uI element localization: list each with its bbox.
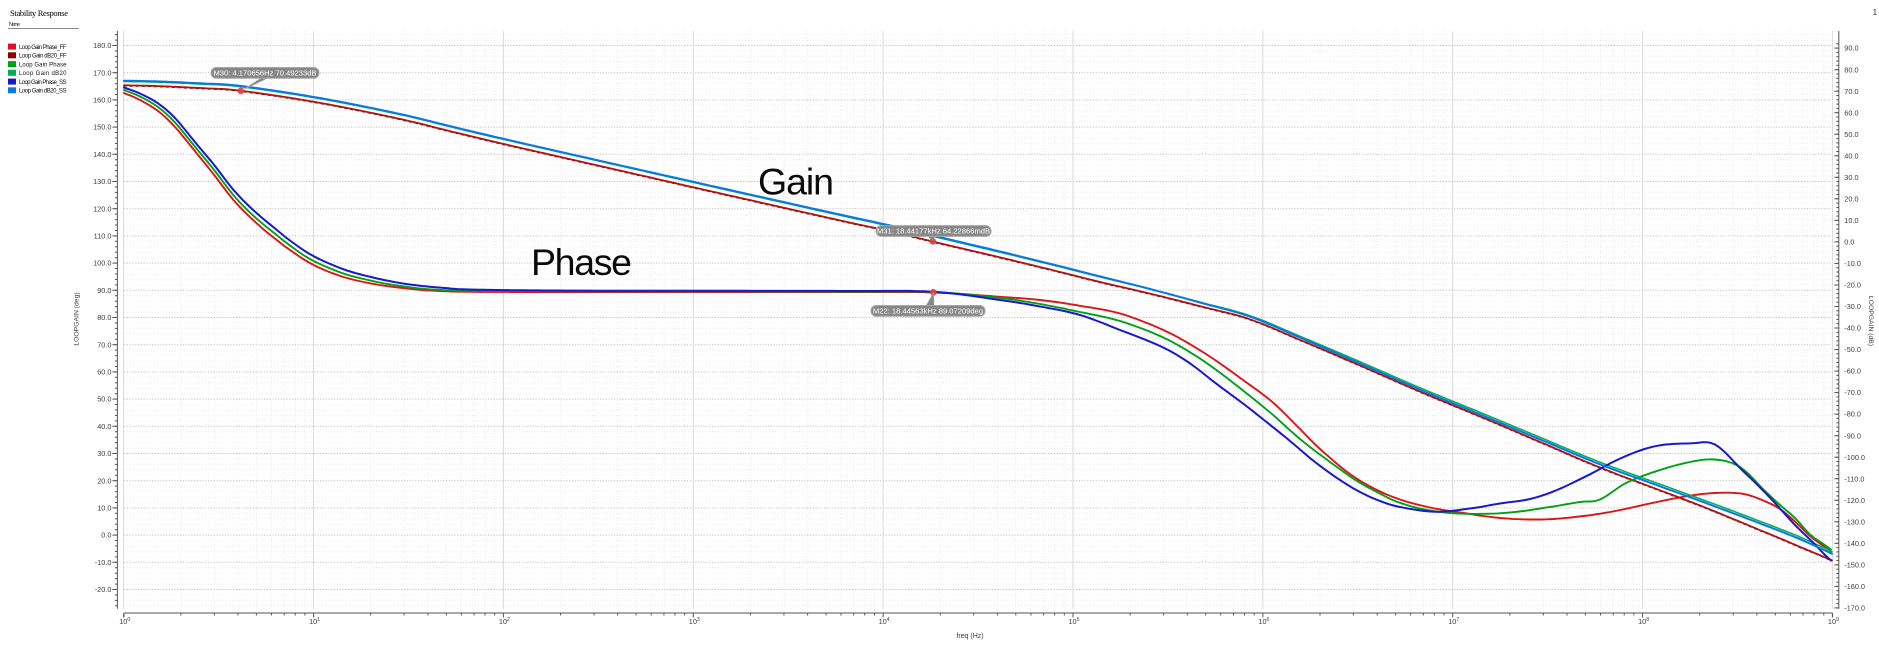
svg-text:-70.0: -70.0 (1844, 388, 1861, 397)
svg-text:180.0: 180.0 (93, 41, 111, 50)
svg-text:109: 109 (1828, 617, 1839, 626)
svg-text:Loop Gain Phase_FF: Loop Gain Phase_FF (19, 45, 67, 51)
svg-text:60.0: 60.0 (97, 368, 111, 377)
svg-text:-50.0: -50.0 (1844, 345, 1861, 354)
svg-text:Name: Name (9, 22, 20, 28)
svg-text:105: 105 (1069, 617, 1080, 626)
svg-text:-160.0: -160.0 (1844, 582, 1865, 591)
svg-text:-80.0: -80.0 (1844, 410, 1861, 419)
svg-text:-120.0: -120.0 (1844, 496, 1865, 505)
svg-text:110.0: 110.0 (94, 232, 112, 241)
svg-text:Loop Gain Phase: Loop Gain Phase (19, 63, 67, 69)
svg-text:40.0: 40.0 (97, 422, 111, 431)
svg-text:20.0: 20.0 (97, 476, 111, 485)
svg-text:70.0: 70.0 (97, 340, 111, 349)
svg-text:50.0: 50.0 (97, 395, 111, 404)
svg-text:-140.0: -140.0 (1844, 539, 1865, 548)
svg-text:80.0: 80.0 (97, 313, 111, 322)
svg-text:-20.0: -20.0 (1844, 281, 1861, 290)
svg-text:170.0: 170.0 (93, 68, 111, 77)
svg-text:160.0: 160.0 (93, 96, 111, 105)
svg-text:90.0: 90.0 (1844, 44, 1858, 53)
svg-text:20.0: 20.0 (1844, 194, 1858, 203)
svg-text:-90.0: -90.0 (1844, 431, 1861, 440)
svg-text:Loop Gain Phase_SS: Loop Gain Phase_SS (19, 80, 67, 86)
svg-text:100.0: 100.0 (93, 259, 111, 268)
svg-text:Loop Gain dB20_FF: Loop Gain dB20_FF (19, 54, 67, 60)
svg-text:130.0: 130.0 (93, 177, 111, 186)
svg-text:-150.0: -150.0 (1844, 561, 1865, 570)
svg-text:40.0: 40.0 (1844, 151, 1858, 160)
svg-text:0.0: 0.0 (1844, 238, 1854, 247)
svg-text:freq (Hz): freq (Hz) (956, 633, 983, 640)
svg-text:-60.0: -60.0 (1844, 367, 1861, 376)
svg-text:-110.0: -110.0 (1844, 474, 1864, 483)
svg-text:LOOPGAIN (deg): LOOPGAIN (deg) (74, 292, 81, 345)
svg-text:107: 107 (1448, 617, 1459, 626)
svg-text:90.0: 90.0 (97, 286, 111, 295)
svg-text:M30: 4.170656Hz 70.49233dB: M30: 4.170656Hz 70.49233dB (213, 69, 316, 78)
svg-text:-30.0: -30.0 (1844, 302, 1861, 311)
svg-text:10.0: 10.0 (1844, 216, 1858, 225)
svg-text:Stability Response: Stability Response (10, 8, 68, 18)
svg-text:106: 106 (1258, 617, 1269, 626)
svg-text:102: 102 (499, 617, 510, 626)
svg-text:50.0: 50.0 (1844, 130, 1858, 139)
svg-text:10.0: 10.0 (97, 504, 111, 513)
svg-text:0.0: 0.0 (101, 531, 111, 540)
svg-text:Phase: Phase (531, 241, 632, 283)
svg-text:30.0: 30.0 (97, 449, 111, 458)
svg-text:LOOPGAIN (dB): LOOPGAIN (dB) (1867, 296, 1874, 346)
svg-text:-10.0: -10.0 (95, 558, 112, 567)
svg-text:Loop Gain dB20_SS: Loop Gain dB20_SS (19, 89, 67, 95)
svg-text:104: 104 (879, 617, 890, 626)
svg-text:100: 100 (119, 617, 130, 626)
svg-text:-170.0: -170.0 (1844, 604, 1865, 613)
svg-text:-20.0: -20.0 (95, 585, 112, 594)
svg-text:Gain: Gain (758, 160, 834, 202)
svg-text:-130.0: -130.0 (1844, 517, 1865, 526)
svg-text:-10.0: -10.0 (1844, 259, 1861, 268)
svg-text:-100.0: -100.0 (1844, 453, 1865, 462)
svg-text:80.0: 80.0 (1844, 65, 1858, 74)
svg-text:140.0: 140.0 (93, 150, 111, 159)
svg-text:M22: 18.44563kHz 89.07209deg: M22: 18.44563kHz 89.07209deg (873, 307, 983, 316)
svg-text:M31: 18.44177kHz 64.22866mdB: M31: 18.44177kHz 64.22866mdB (877, 227, 990, 236)
svg-text:-40.0: -40.0 (1844, 324, 1861, 333)
svg-text:60.0: 60.0 (1844, 108, 1858, 117)
svg-text:101: 101 (309, 617, 320, 626)
svg-text:70.0: 70.0 (1844, 87, 1858, 96)
svg-text:150.0: 150.0 (93, 123, 111, 132)
svg-text:103: 103 (689, 617, 700, 626)
svg-text:Loop Gain dB20: Loop Gain dB20 (19, 71, 67, 77)
svg-text:108: 108 (1638, 617, 1649, 626)
svg-text:30.0: 30.0 (1844, 173, 1858, 182)
svg-text:1: 1 (1873, 7, 1878, 17)
svg-text:120.0: 120.0 (93, 204, 111, 213)
